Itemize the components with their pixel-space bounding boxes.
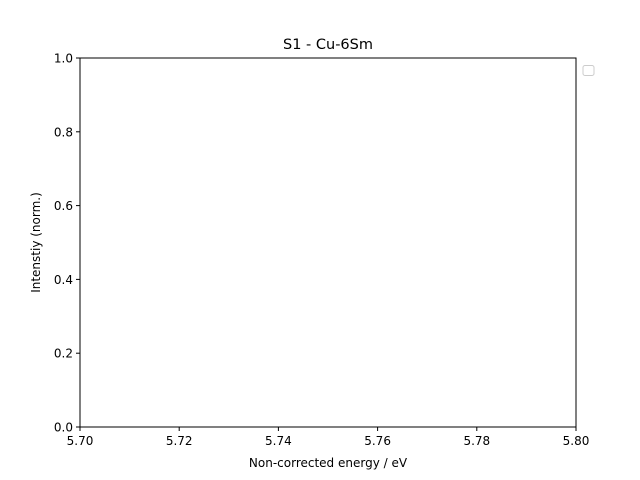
y-tick-label: 0.0 bbox=[54, 421, 73, 435]
x-tick-label: 5.70 bbox=[67, 434, 94, 448]
x-axis-label: Non-corrected energy / eV bbox=[249, 456, 408, 470]
y-tick-label: 0.2 bbox=[54, 347, 73, 361]
x-tick-label: 5.72 bbox=[166, 434, 193, 448]
y-axis-ticks: 0.0 0.2 0.4 0.6 0.8 1.0 bbox=[54, 52, 80, 435]
x-tick-label: 5.76 bbox=[364, 434, 391, 448]
legend bbox=[582, 65, 595, 76]
y-tick-label: 1.0 bbox=[54, 52, 73, 66]
y-tick-label: 0.6 bbox=[54, 199, 73, 213]
legend-box bbox=[582, 65, 595, 76]
y-tick-label: 0.8 bbox=[54, 125, 73, 139]
plot-area bbox=[79, 57, 577, 428]
y-tick-label: 0.4 bbox=[54, 273, 73, 287]
x-tick-label: 5.74 bbox=[265, 434, 292, 448]
x-tick-label: 5.78 bbox=[463, 434, 490, 448]
x-tick-label: 5.80 bbox=[563, 434, 590, 448]
y-axis-label: Intenstiy (norm.) bbox=[29, 192, 43, 293]
chart-title: S1 - Cu-6Sm bbox=[283, 37, 373, 53]
x-axis-ticks: 5.70 5.72 5.74 5.76 5.78 5.80 bbox=[67, 427, 590, 448]
